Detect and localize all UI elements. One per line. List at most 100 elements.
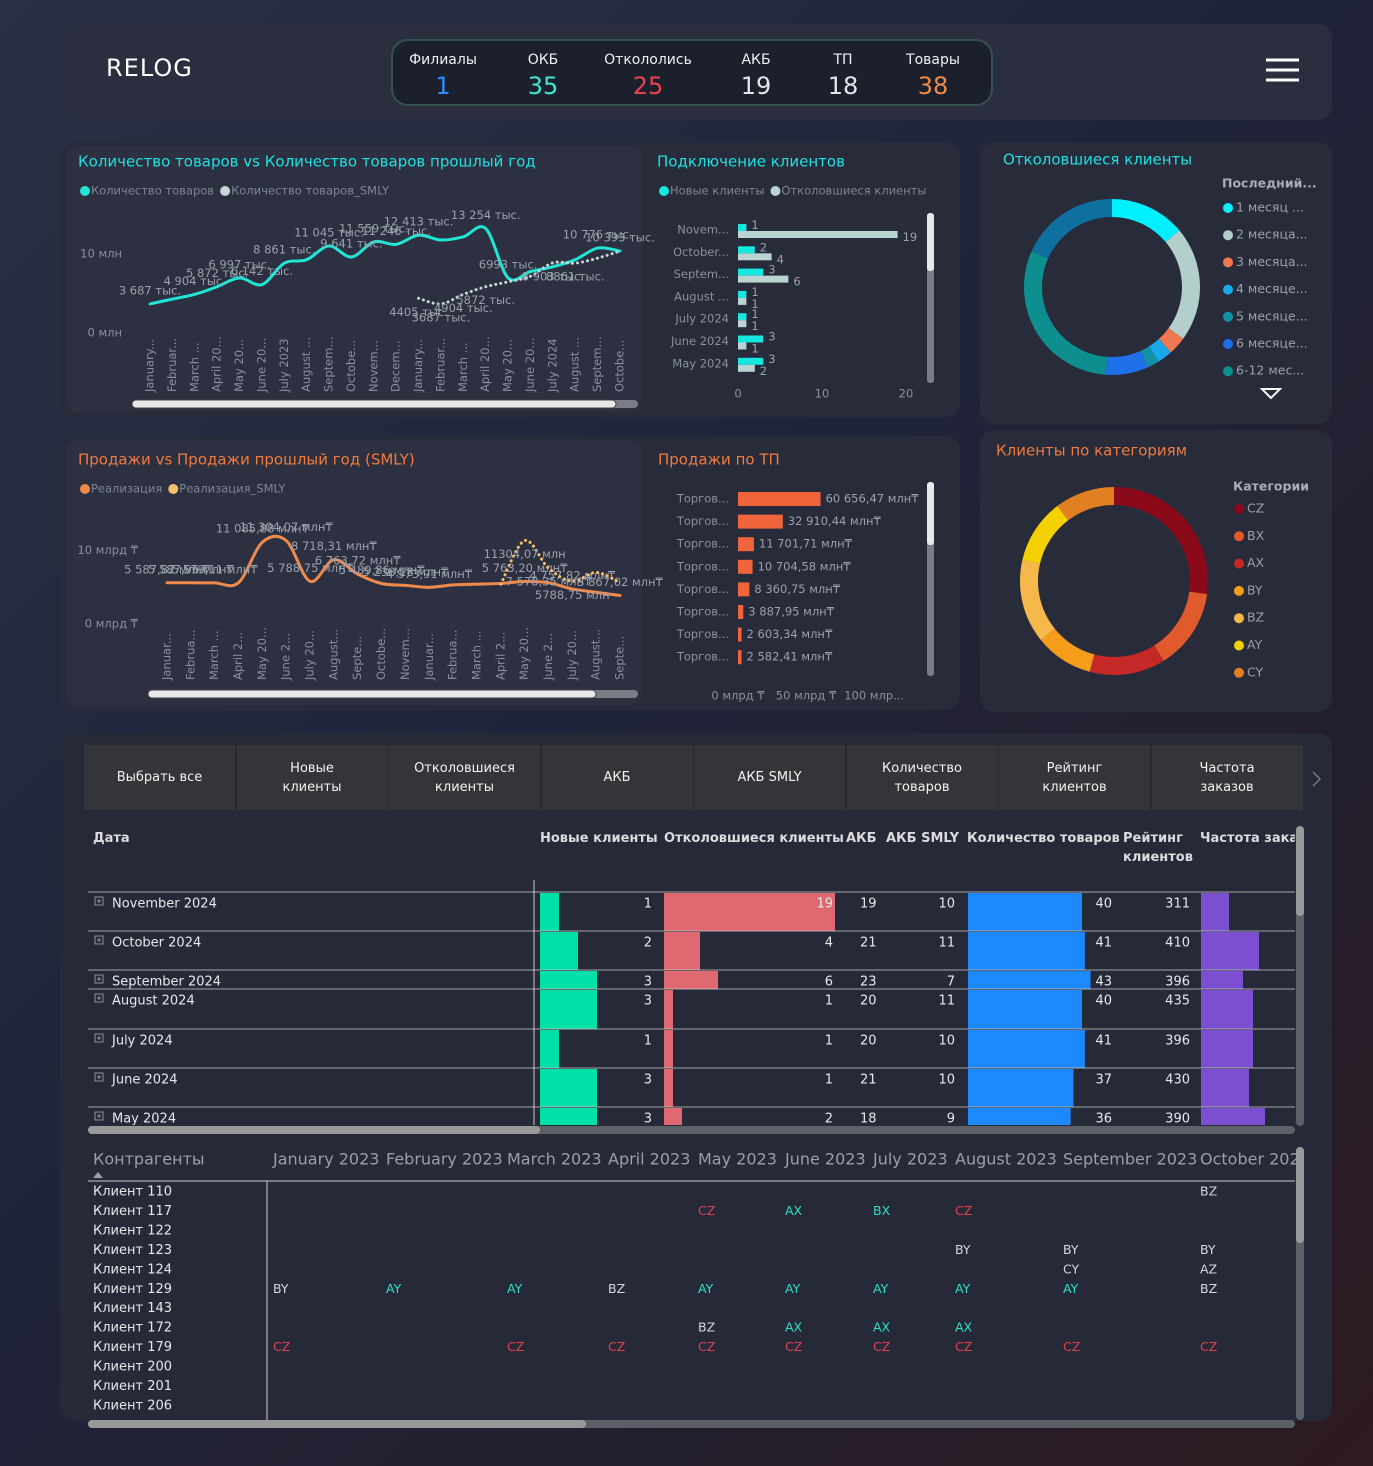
matrix-cell: AY xyxy=(386,1281,402,1296)
scroll-thumb[interactable] xyxy=(927,482,934,545)
column-header[interactable]: Частота заказ xyxy=(1200,831,1295,846)
legend-marker xyxy=(1223,311,1233,322)
data-label: 3 xyxy=(768,263,775,277)
cell-value: 1 xyxy=(825,994,833,1009)
logo: RELOG xyxy=(106,54,193,82)
y-tick-label: October... xyxy=(673,245,729,259)
x-tick-label: April 20... xyxy=(210,336,224,392)
row-name: Клиент 123 xyxy=(93,1243,172,1258)
data-bar xyxy=(1201,1108,1265,1125)
legend-label: Новые клиенты xyxy=(670,184,764,198)
matrix-body: Клиент 110 BZ Клиент 117 CZ AX BX CZ Клиент 122… xyxy=(93,1184,1217,1414)
expand-icon xyxy=(97,938,101,942)
legend-label: Отколовшиеся клиенты xyxy=(781,184,926,198)
donut-segment xyxy=(1022,505,1069,564)
cell-value: 37 xyxy=(1095,1073,1112,1088)
matrix-cell: CZ xyxy=(273,1339,290,1354)
cell-value: 20 xyxy=(860,994,877,1009)
filter-button[interactable]: Выбрать все xyxy=(84,745,235,810)
matrix-cell: BY xyxy=(1063,1242,1079,1257)
column-header[interactable]: Отколовшиеся клиенты xyxy=(664,831,844,846)
data-label: 5 238,18 млн₸ xyxy=(363,565,449,579)
data-bar xyxy=(540,1108,597,1125)
next-arrow[interactable] xyxy=(1312,771,1322,787)
y-tick-label: July 2024 xyxy=(674,312,729,326)
data-bar xyxy=(664,1069,673,1107)
menu-icon[interactable] xyxy=(1266,58,1299,82)
chart-title: Количество товаров vs Количество товаров… xyxy=(78,153,536,171)
column-header[interactable]: Количество товаров xyxy=(967,831,1120,846)
matrix-column-header: October 202 xyxy=(1200,1150,1300,1169)
y-tick-label: June 2024 xyxy=(670,334,729,348)
x-tick-label: 100 млр... xyxy=(844,689,904,703)
matrix-header[interactable]: Контрагенты xyxy=(93,1150,205,1169)
data-label: 11 559 тыс. xyxy=(339,221,409,235)
legend-marker xyxy=(1234,558,1244,569)
scroll-thumb[interactable] xyxy=(147,689,597,699)
data-label: 5 579,11 млн₸ xyxy=(172,562,258,576)
data-bar xyxy=(968,932,1085,970)
column-header[interactable]: Новые клиенты xyxy=(540,831,658,846)
legend-label: BY xyxy=(1247,582,1263,597)
column-header[interactable]: Дата xyxy=(93,831,130,846)
data-bar xyxy=(1201,971,1243,989)
column-header[interactable]: АКБ SMLY xyxy=(886,831,960,846)
x-tick-label: August ... xyxy=(299,337,313,392)
row-name: Клиент 129 xyxy=(93,1282,172,1297)
x-tick-label: January... xyxy=(143,339,157,393)
cell-value: 435 xyxy=(1165,994,1190,1009)
x-tick-label: 20 xyxy=(899,387,914,401)
scroll-thumb[interactable] xyxy=(927,213,934,271)
matrix-cell: BY xyxy=(1200,1242,1216,1257)
cell-value: 19 xyxy=(816,897,833,912)
legend-scroll-arrow[interactable] xyxy=(1259,388,1283,400)
filter-button[interactable]: Рейтинг клиентов xyxy=(999,745,1150,810)
scroll-thumb[interactable] xyxy=(88,1420,586,1428)
bar xyxy=(738,320,747,328)
cell-value: 1 xyxy=(644,897,652,912)
x-tick-label: Novem... xyxy=(366,340,380,392)
legend-label: 2 месяца... xyxy=(1236,227,1308,242)
data-label: 1 xyxy=(751,297,758,311)
donut-segment xyxy=(1105,350,1148,376)
filter-button[interactable]: Отколовшиеся клиенты xyxy=(389,745,540,810)
x-tick-label: June 2... xyxy=(541,633,555,681)
data-bar xyxy=(968,1030,1085,1068)
kpi-label: ОКБ xyxy=(528,52,559,68)
row-name: Клиент 122 xyxy=(93,1223,172,1238)
x-tick-label: June 20... xyxy=(523,338,537,393)
scroll-thumb[interactable] xyxy=(1296,1147,1304,1243)
donut-segment xyxy=(1024,251,1108,375)
legend-marker xyxy=(1234,667,1244,678)
y-tick-label: Торгов... xyxy=(676,605,729,619)
row-name: Клиент 206 xyxy=(93,1398,172,1413)
filter-button[interactable]: Количество товаров xyxy=(846,745,998,810)
bar xyxy=(738,357,764,365)
filter-button[interactable]: Новые клиенты xyxy=(236,745,388,810)
data-label: 11 701,71 млн₸ xyxy=(759,537,853,551)
x-tick-label: April 2... xyxy=(231,632,245,680)
data-label: 5 587,96 млн₸ xyxy=(148,562,234,576)
data-label: 12 413 тыс. xyxy=(384,215,454,229)
scroll-thumb[interactable] xyxy=(131,399,617,409)
x-tick-label: April 20... xyxy=(478,336,492,392)
column-header[interactable]: АКБ xyxy=(846,831,877,846)
data-label: 1 xyxy=(751,342,758,356)
data-label: 5 872 тыс. xyxy=(186,266,248,280)
filter-button[interactable]: Частота заказов xyxy=(1151,745,1303,810)
matrix-cell: CZ xyxy=(507,1339,524,1354)
kpi-label: Товары xyxy=(905,52,960,68)
scroll-thumb[interactable] xyxy=(1296,826,1304,916)
column-header[interactable]: Рейтинг клиентов xyxy=(1123,831,1193,865)
chart-title: Продажи по ТП xyxy=(658,451,780,469)
data-bar xyxy=(968,1108,1071,1125)
data-label: 11 304,07 млн₸ xyxy=(240,520,334,534)
bar xyxy=(738,335,764,343)
filter-button[interactable]: АКБ xyxy=(541,745,693,810)
filter-button[interactable]: АКБ SMLY xyxy=(694,745,845,810)
scroll-thumb[interactable] xyxy=(88,1126,540,1134)
matrix-cell: CY xyxy=(1063,1261,1080,1276)
y-tick-label: Торгов... xyxy=(676,650,729,664)
